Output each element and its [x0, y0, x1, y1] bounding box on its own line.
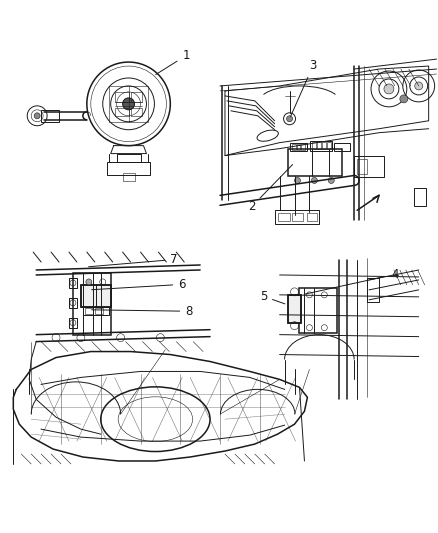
- Bar: [69, 318, 77, 328]
- Bar: [288, 149, 342, 176]
- Bar: [311, 141, 332, 151]
- Bar: [83, 307, 109, 315]
- Bar: [297, 144, 300, 150]
- Text: 7: 7: [88, 253, 178, 266]
- Bar: [290, 143, 307, 151]
- Bar: [69, 298, 77, 308]
- Text: 3: 3: [291, 59, 317, 116]
- Circle shape: [400, 95, 408, 103]
- Bar: [73, 273, 111, 335]
- Bar: [69, 278, 77, 288]
- Bar: [41, 110, 59, 122]
- Bar: [292, 144, 296, 150]
- Text: 6: 6: [92, 278, 186, 291]
- Text: 4: 4: [304, 268, 399, 294]
- Bar: [292, 213, 304, 221]
- Bar: [327, 142, 331, 149]
- Bar: [288, 295, 301, 322]
- Bar: [300, 288, 337, 333]
- Bar: [288, 295, 301, 322]
- Bar: [307, 213, 318, 221]
- Bar: [334, 143, 350, 151]
- Bar: [278, 213, 290, 221]
- Bar: [109, 86, 148, 122]
- Circle shape: [286, 116, 293, 122]
- Circle shape: [86, 279, 92, 285]
- Bar: [354, 156, 384, 177]
- Bar: [318, 142, 321, 149]
- Bar: [123, 173, 134, 181]
- Bar: [357, 158, 367, 174]
- Bar: [301, 144, 305, 150]
- Circle shape: [328, 177, 334, 183]
- Circle shape: [311, 177, 318, 183]
- Text: 5: 5: [260, 290, 285, 304]
- Bar: [414, 188, 426, 206]
- Text: 8: 8: [92, 305, 193, 318]
- Text: 2: 2: [248, 165, 293, 213]
- Bar: [81, 285, 111, 307]
- Bar: [131, 92, 142, 102]
- Bar: [85, 308, 93, 314]
- Bar: [81, 285, 111, 307]
- Circle shape: [384, 84, 394, 94]
- Bar: [131, 108, 142, 116]
- Bar: [322, 142, 326, 149]
- Text: 1: 1: [156, 49, 190, 75]
- Bar: [275, 211, 319, 224]
- Circle shape: [34, 113, 40, 119]
- Bar: [312, 142, 316, 149]
- Bar: [367, 278, 379, 302]
- Bar: [107, 161, 150, 175]
- Circle shape: [415, 82, 423, 90]
- Bar: [95, 308, 103, 314]
- Bar: [115, 108, 129, 116]
- Circle shape: [123, 98, 134, 110]
- Bar: [115, 92, 129, 102]
- Circle shape: [294, 177, 300, 183]
- Bar: [117, 154, 141, 161]
